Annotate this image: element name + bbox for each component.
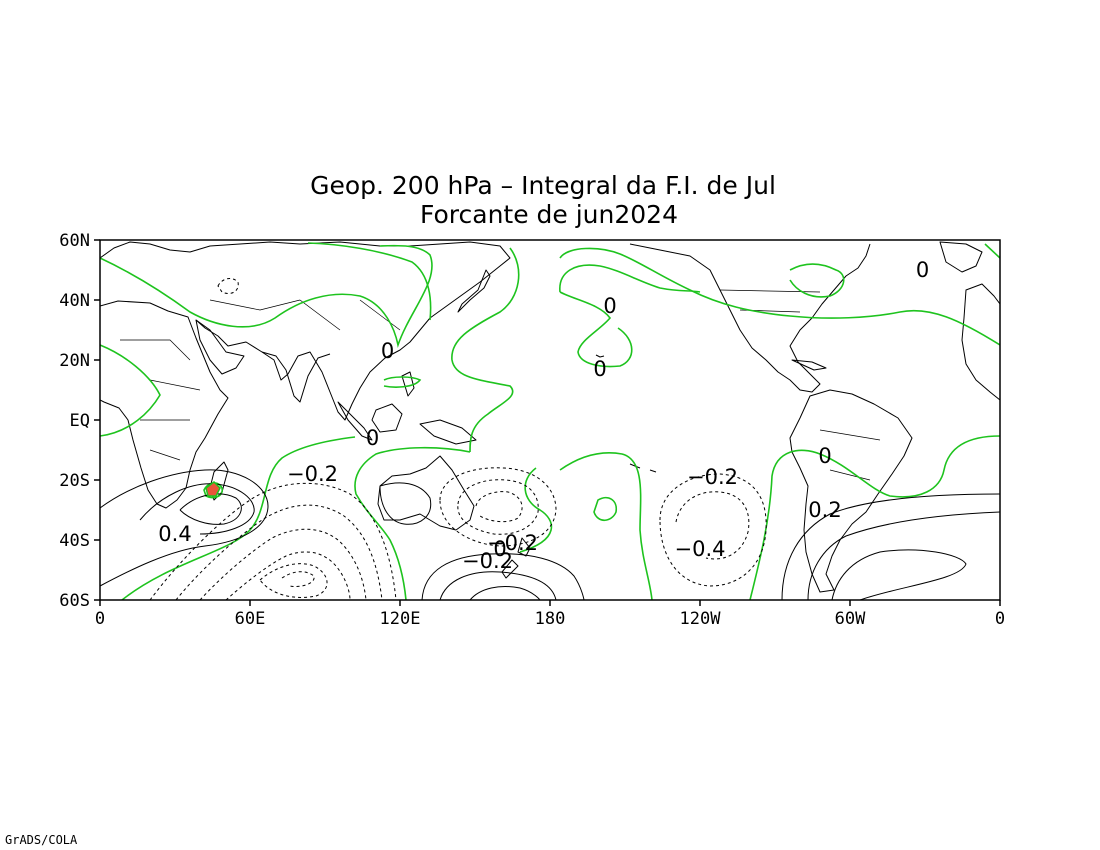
coast-eurasia — [100, 242, 510, 420]
contour-label: 0.4 — [158, 522, 191, 546]
neg-contour-io-2 — [176, 505, 382, 600]
zero-contour-npac — [560, 248, 1000, 345]
credit-label: GrADS/COLA — [5, 833, 78, 847]
contour-label: 0.2 — [808, 498, 841, 522]
pos-contour-sa-3 — [832, 550, 966, 600]
zero-contour-epac — [750, 436, 1000, 600]
contour-label: 0 — [366, 426, 379, 450]
zero-contour-loop-spac — [594, 498, 616, 521]
coast-south-america — [790, 390, 912, 592]
coast-pacific-isles — [630, 464, 656, 472]
chart-subtitle: Forcante de jun2024 — [420, 200, 678, 229]
pos-contour-spac-2 — [440, 572, 556, 600]
x-tick-label: 60E — [235, 609, 266, 629]
x-tick-label: 0 — [95, 609, 105, 629]
coast-caribbean — [792, 360, 826, 370]
neg-contour-ep-1 — [660, 474, 766, 586]
country-borders — [120, 290, 880, 480]
coast-newguinea — [420, 420, 476, 444]
neg-contour-io-3 — [200, 529, 366, 600]
x-tick-label: 60W — [835, 609, 866, 629]
contour-label: −0.4 — [675, 537, 726, 561]
plot-frame — [100, 240, 1000, 600]
contour-label: 0 — [916, 258, 929, 282]
coast-philippines — [402, 372, 414, 396]
coast-greenland — [940, 242, 982, 272]
x-tick-label: 0 — [995, 609, 1005, 629]
zero-contour-eurasia-north — [308, 243, 431, 320]
y-tick-label: 40N — [59, 291, 90, 311]
contour-label: 0 — [381, 339, 394, 363]
zero-contour-spac2 — [560, 453, 652, 600]
zero-contour-eurasia — [100, 246, 432, 345]
zero-contour-arctic — [985, 244, 1000, 258]
contour-label: 0 — [593, 357, 606, 381]
y-tick-label: EQ — [70, 411, 90, 431]
pos-contour-spac-3 — [470, 587, 540, 601]
positive-contours — [100, 470, 1000, 600]
x-tick-label: 180 — [535, 609, 566, 629]
contour-label: 0 — [818, 444, 831, 468]
contour-label: −0.2 — [687, 465, 738, 489]
neg-contour-io-5 — [260, 564, 327, 598]
zero-contours — [100, 243, 1000, 600]
neg-contour-aus-3 — [476, 492, 522, 522]
x-axis: 0 60E 120E 180 120W 60W 0 — [95, 600, 1005, 629]
neg-contour-np — [218, 279, 238, 294]
contour-label: 0 — [603, 294, 616, 318]
coast-japan — [458, 270, 490, 312]
chart-title: Geop. 200 hPa – Integral da F.I. de Jul — [310, 171, 776, 200]
pos-contour-sa-2 — [808, 512, 1000, 600]
zero-contour-indo-loop — [384, 377, 420, 387]
y-tick-label: 60N — [59, 231, 90, 251]
y-tick-label: 60S — [59, 591, 90, 611]
y-axis: 60N 40N 20N EQ 20S 40S 60S — [59, 231, 100, 611]
zero-contour-wpac — [452, 248, 519, 452]
y-tick-label: 40S — [59, 531, 90, 551]
zero-contour-loop-npac — [560, 265, 700, 292]
pos-contour-3 — [180, 494, 241, 524]
contour-label: 0 — [493, 537, 506, 561]
x-tick-label: 120W — [680, 609, 722, 629]
neg-contour-io-6 — [282, 572, 314, 587]
contour-label: −0.2 — [287, 462, 338, 486]
y-tick-label: 20S — [59, 471, 90, 491]
coast-arabia — [196, 320, 244, 374]
y-tick-label: 20N — [59, 351, 90, 371]
x-tick-label: 120E — [380, 609, 421, 629]
neg-contour-io-4 — [226, 552, 350, 600]
neg-contour-aus-2 — [458, 480, 538, 535]
zero-contour-indian — [100, 345, 160, 436]
